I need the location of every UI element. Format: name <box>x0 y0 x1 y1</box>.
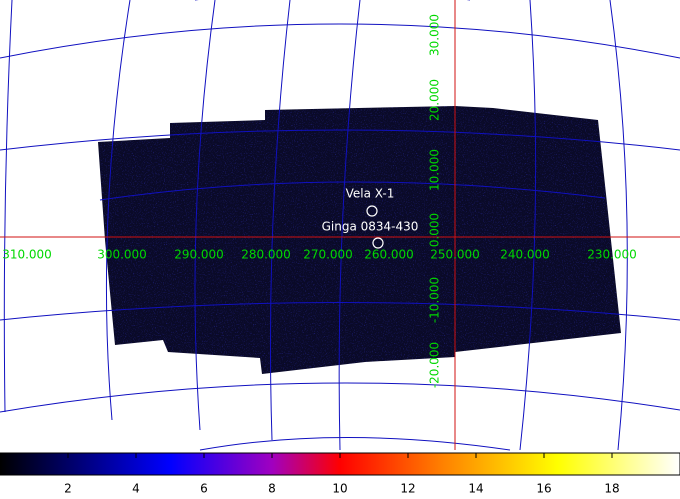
grid-line <box>0 382 680 413</box>
source-marker <box>372 237 384 249</box>
grid-line <box>99 181 606 201</box>
longitude-label: 310.000 <box>2 248 52 262</box>
colorbar-tick-label: 6 <box>200 482 208 496</box>
colorbar-tick-label: 8 <box>268 482 276 496</box>
source-label: Vela X-1 <box>346 187 395 201</box>
latitude-label: 0.000 <box>428 213 442 247</box>
longitude-label: 300.000 <box>97 248 147 262</box>
grid-line <box>0 23 680 59</box>
grid-line <box>609 0 628 451</box>
grid-line <box>194 0 216 431</box>
mosaic <box>98 106 621 374</box>
grid-line <box>269 0 291 441</box>
latitude-label: 20.000 <box>428 79 442 121</box>
longitude-label: 270.000 <box>303 248 353 262</box>
longitude-label: 290.000 <box>174 248 224 262</box>
colorbar-tick-label: 12 <box>400 482 415 496</box>
grid-line <box>199 437 511 451</box>
colorbar-tick-label: 10 <box>332 482 347 496</box>
grid-line <box>519 0 537 451</box>
latitude-label: 30.000 <box>428 14 442 56</box>
image-noise <box>98 106 621 374</box>
colorbar-ticks: 2 4 6 8 10 12 14 16 18 <box>64 453 620 496</box>
latitude-label: -20.000 <box>428 342 442 388</box>
colorbar-tick-label: 4 <box>132 482 140 496</box>
grid-line <box>0 129 680 151</box>
source-marker <box>366 205 378 217</box>
grid-line <box>338 0 361 451</box>
colorbar-tick-label: 16 <box>536 482 551 496</box>
longitude-label: 230.000 <box>587 248 637 262</box>
longitude-label: 260.000 <box>364 248 414 262</box>
longitude-label: 240.000 <box>500 248 550 262</box>
latitude-label: 10.000 <box>428 149 442 191</box>
grid-line <box>3 0 13 413</box>
coordinate-grid <box>0 0 680 451</box>
colorbar-tick-label: 2 <box>64 482 72 496</box>
source-label: Ginga 0834-430 <box>322 220 419 234</box>
colorbar-tick-label: 14 <box>468 482 483 496</box>
colorbar-tick-label: 18 <box>604 482 619 496</box>
sources: Vela X-1 Ginga 0834-430 <box>322 187 419 249</box>
latitude-label: -10.000 <box>428 277 442 323</box>
grid-line <box>105 0 131 421</box>
grid-labels: 310.000 300.000 290.000 280.000 270.000 260.0… <box>2 14 637 388</box>
longitude-label: 250.000 <box>430 248 480 262</box>
longitude-label: 280.000 <box>241 248 291 262</box>
